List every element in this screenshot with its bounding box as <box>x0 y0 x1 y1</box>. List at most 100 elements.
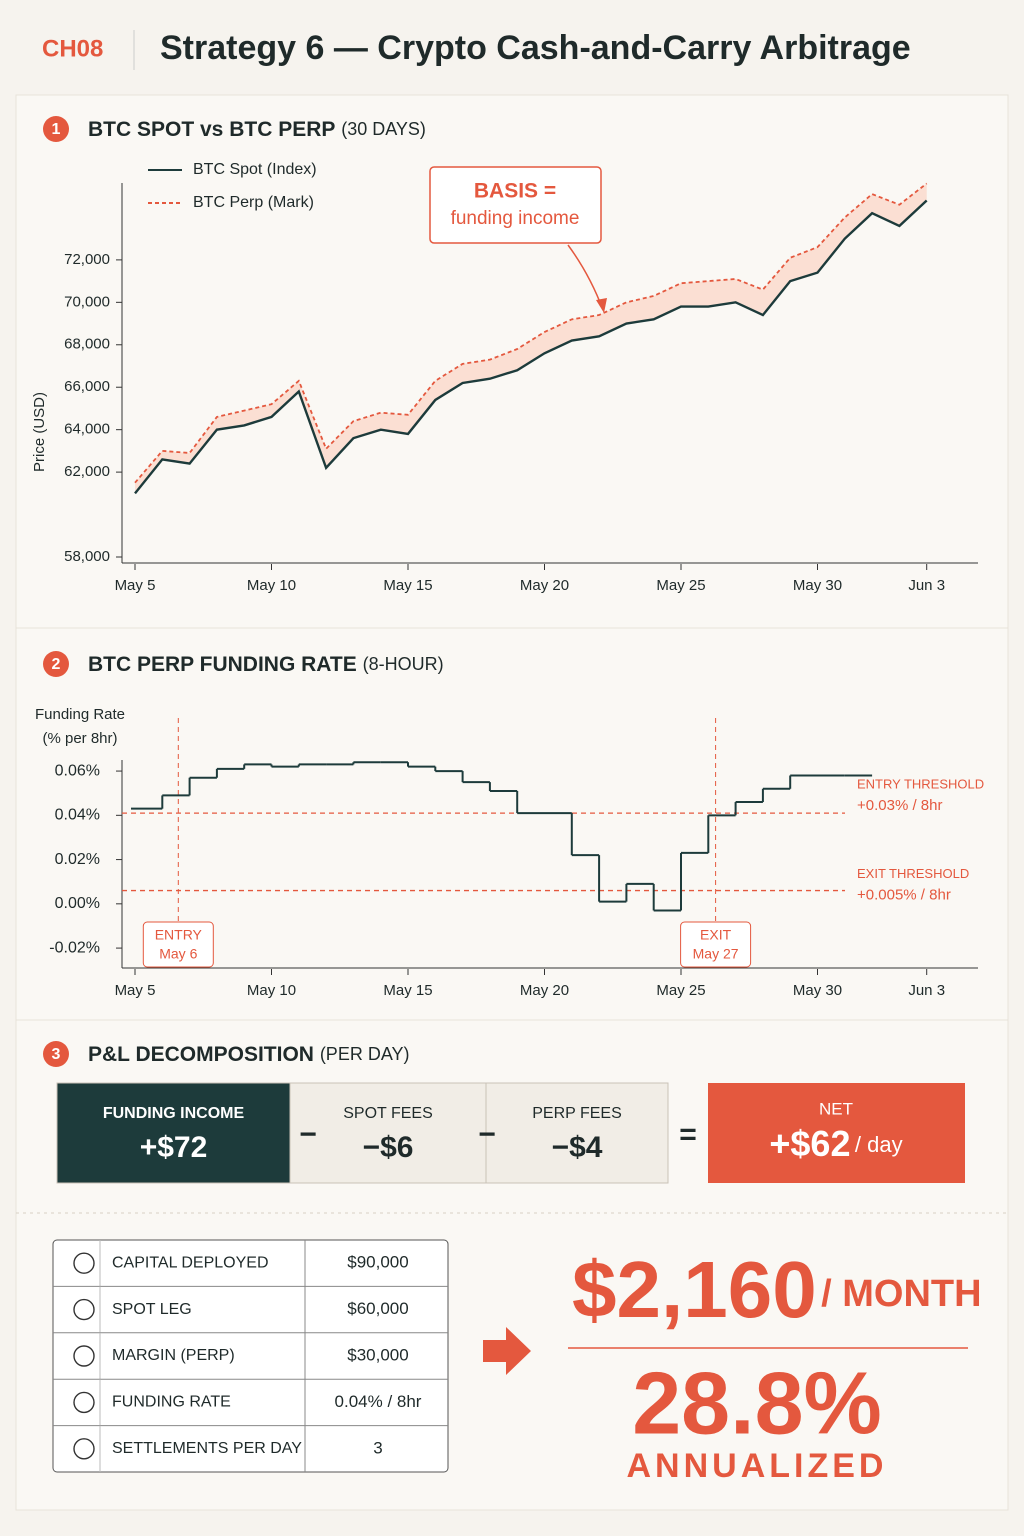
legend-label: BTC Spot (Index) <box>193 161 317 178</box>
threshold-value: +0.03% / 8hr <box>857 797 942 814</box>
y-tick-label: 70,000 <box>64 293 110 310</box>
table-icon <box>73 1438 95 1460</box>
x-tick-label: May 10 <box>247 577 296 594</box>
x-tick-label: May 10 <box>247 982 296 999</box>
pnl-label: FUNDING INCOME <box>103 1105 245 1122</box>
section-number: 2 <box>52 656 61 673</box>
table-value: 0.04% / 8hr <box>335 1392 422 1411</box>
series-line <box>134 199 928 495</box>
section-title: BTC SPOT vs BTC PERP (30 DAYS) <box>88 118 426 141</box>
x-tick-label: May 5 <box>115 577 156 594</box>
annotation-text: BASIS = <box>474 180 556 203</box>
threshold-label: ENTRY THRESHOLD <box>857 777 984 792</box>
table-icon <box>73 1391 95 1414</box>
section-title-suffix: (8-HOUR) <box>363 654 444 674</box>
annotation-arrowhead <box>596 298 607 313</box>
table-value: $90,000 <box>347 1253 408 1272</box>
table-value: $30,000 <box>347 1345 408 1364</box>
annualized-label: ANNUALIZED <box>627 1447 888 1485</box>
x-tick-label: May 25 <box>656 577 705 594</box>
threshold-value: +0.005% / 8hr <box>857 887 951 904</box>
y-tick-label: 64,000 <box>64 421 110 438</box>
section-title-main: P&L DECOMPOSITION <box>88 1043 314 1066</box>
section-number: 1 <box>52 121 61 138</box>
x-tick-label: May 20 <box>520 577 569 594</box>
section-title-suffix: (PER DAY) <box>320 1044 410 1064</box>
pnl-box <box>289 1082 487 1184</box>
y-tick-label: 0.04% <box>55 807 100 824</box>
y-axis-label: (% per 8hr) <box>42 730 117 747</box>
y-tick-label: 0.00% <box>55 895 100 912</box>
page-title: Strategy 6 — Crypto Cash-and-Carry Arbit… <box>160 29 911 67</box>
pnl-operator: − <box>478 1118 496 1151</box>
marker-label: ENTRY <box>155 927 203 943</box>
x-tick-label: May 15 <box>383 982 432 999</box>
pnl-label: SPOT FEES <box>343 1105 433 1122</box>
table-label: FUNDING RATE <box>112 1394 231 1411</box>
y-tick-label: 68,000 <box>64 336 110 353</box>
section-badge <box>43 1041 69 1067</box>
marker-box <box>680 921 752 968</box>
marker-label: EXIT <box>700 927 732 943</box>
net-unit: / day <box>855 1132 903 1157</box>
annotation-text: funding income <box>451 208 580 229</box>
table-icon <box>73 1345 95 1367</box>
arrow <box>483 1327 531 1375</box>
net-amount: +$62 <box>769 1123 850 1164</box>
y-tick-label: 0.06% <box>55 762 100 779</box>
table-label: MARGIN (PERP) <box>112 1347 235 1364</box>
y-axis-label: Funding Rate <box>35 706 125 723</box>
y-tick-label: 0.02% <box>55 851 100 868</box>
marker-date: May 27 <box>693 946 739 962</box>
table-value: $60,000 <box>347 1299 408 1318</box>
x-tick-label: May 15 <box>383 577 432 594</box>
table-label: SETTLEMENTS PER DAY <box>112 1440 302 1457</box>
chapter: CH08 <box>42 35 103 62</box>
annotation-box <box>429 166 602 244</box>
x-tick-label: May 30 <box>793 577 842 594</box>
monthly: $2,160 / MONTH <box>572 1245 982 1334</box>
table-value: 3 <box>373 1438 382 1457</box>
net-box <box>708 1083 965 1183</box>
x-tick-label: May 20 <box>520 982 569 999</box>
section-title-main: BTC PERP FUNDING RATE <box>88 653 357 676</box>
pnl-value: +$72 <box>140 1131 208 1164</box>
table-icon <box>73 1252 95 1274</box>
y-axis-label: Price (USD) <box>31 392 48 472</box>
threshold-label: EXIT THRESHOLD <box>857 866 969 881</box>
section-title-main: BTC SPOT vs BTC PERP <box>88 118 335 141</box>
pnl-box <box>56 1082 291 1184</box>
x-tick-label: Jun 3 <box>908 577 945 594</box>
x-tick-label: May 5 <box>115 982 156 999</box>
monthly-unit: / MONTH <box>821 1273 981 1315</box>
pnl-value: −$6 <box>363 1131 414 1164</box>
section-badge <box>43 651 69 677</box>
x-tick-label: Jun 3 <box>908 982 945 999</box>
marker-box <box>142 921 214 968</box>
pnl-label: PERP FEES <box>532 1105 622 1122</box>
table-frame <box>52 1239 449 1473</box>
monthly-amount: $2,160 <box>572 1245 817 1334</box>
section-title: P&L DECOMPOSITION (PER DAY) <box>88 1043 410 1066</box>
net-label: NET <box>819 1099 853 1118</box>
y-tick-label: 58,000 <box>64 548 110 565</box>
legend-label: BTC Perp (Mark) <box>193 194 314 211</box>
pnl-box <box>485 1082 669 1184</box>
y-tick-label: 62,000 <box>64 463 110 480</box>
table-label: CAPITAL DEPLOYED <box>112 1254 269 1271</box>
pnl-operator: = <box>679 1118 697 1151</box>
section-title-suffix: (30 DAYS) <box>341 119 426 139</box>
net-value: +$62 / day <box>769 1123 902 1164</box>
section-number: 3 <box>52 1046 61 1063</box>
content: 1 BTC SPOT vs BTC PERP (30 DAYS) Price (US… <box>31 116 984 1485</box>
y-tick-label: 66,000 <box>64 378 110 395</box>
table-label: SPOT LEG <box>112 1301 192 1318</box>
y-tick-label: 72,000 <box>64 251 110 268</box>
x-tick-label: May 25 <box>656 982 705 999</box>
x-tick-label: May 30 <box>793 982 842 999</box>
marker-date: May 6 <box>159 946 197 962</box>
table-icon <box>73 1298 95 1321</box>
y-tick-label: -0.02% <box>49 939 100 956</box>
section-title: BTC PERP FUNDING RATE (8-HOUR) <box>88 653 444 676</box>
